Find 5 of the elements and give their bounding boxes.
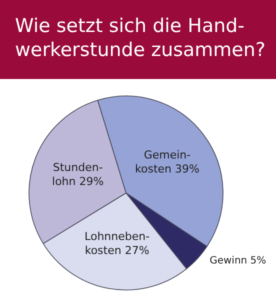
slice-label: Gewinn 5%: [210, 256, 266, 267]
chart-title: Wie setzt sich die Hand-werkerstunde zusammen?: [0, 0, 276, 79]
slice-label: Lohnneben-kosten 27%: [84, 230, 150, 258]
slice-label: Stunden-lohn 29%: [52, 161, 104, 188]
slice-label: Gemein-kosten 39%: [135, 148, 200, 176]
